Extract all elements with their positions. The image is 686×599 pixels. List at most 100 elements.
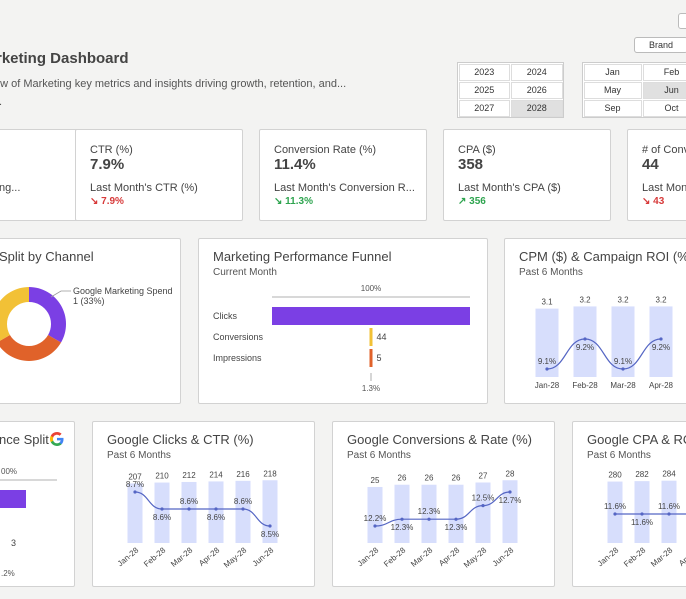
chart-bar[interactable] [535, 308, 559, 377]
chart-bar[interactable] [262, 480, 278, 543]
chart-bar[interactable] [448, 484, 464, 543]
kpi-value: 11.4% [274, 156, 316, 173]
year-option[interactable]: 2025 [458, 81, 510, 99]
year-option[interactable]: 2026 [511, 81, 563, 99]
kpi-label: CPA ($) [458, 144, 496, 156]
top-right-button[interactable] [678, 13, 686, 29]
funnel-bar[interactable] [369, 349, 373, 367]
chart-bar[interactable] [649, 306, 673, 377]
chart-line [546, 338, 662, 370]
line-point[interactable] [667, 512, 671, 516]
chart-bar[interactable] [661, 480, 677, 543]
chart-bar[interactable] [502, 480, 518, 543]
x-tick-label: Feb-28 [382, 545, 408, 569]
line-point[interactable] [427, 517, 431, 521]
brand-button[interactable]: Brand [634, 37, 686, 53]
line-point[interactable] [268, 524, 272, 528]
page-subtitle-tail: t. [0, 96, 2, 108]
chart-bar[interactable] [235, 480, 251, 543]
funnel-bar[interactable] [369, 328, 373, 346]
chart-bar[interactable] [367, 486, 383, 543]
x-tick-label: Mar-28 [409, 545, 435, 569]
kpi-card-ctr: CTR (%) 7.9% Last Month's CTR (%) ↘ 7.9% [75, 129, 243, 221]
donut-slice[interactable] [29, 287, 66, 343]
x-tick-label: Feb-28 [622, 545, 648, 569]
month-option[interactable]: Jun [642, 81, 686, 99]
page-subtitle: ew of Marketing key metrics and insights… [0, 78, 347, 90]
year-option[interactable]: 2024 [511, 63, 563, 81]
line-value-label: 8.6% [234, 497, 252, 506]
google-clicks-chart: 207 Jan-28 210 Feb-28 212 Mar-28 214 Apr-28 216 M… [116, 469, 279, 569]
funnel-bar[interactable] [272, 307, 470, 325]
donut-slice[interactable] [0, 335, 62, 361]
kpi-last-label: ng... [0, 182, 21, 194]
line-point[interactable] [481, 504, 485, 508]
funnel-category-label: Clicks [213, 311, 237, 321]
line-point[interactable] [241, 507, 245, 511]
line-point[interactable] [508, 490, 512, 494]
chart-bar[interactable] [607, 481, 623, 543]
chart-bar[interactable] [573, 306, 597, 377]
kpi-card-conversion-rate: Conversion Rate (%) 11.4% Last Month's C… [259, 129, 427, 221]
funnel-top-label: 100% [361, 284, 381, 293]
line-point[interactable] [400, 517, 404, 521]
line-point[interactable] [659, 337, 663, 341]
kpi-change: ↘ 43 [642, 196, 665, 207]
chart-bar[interactable] [181, 481, 197, 543]
line-point[interactable] [621, 367, 625, 371]
chart-bar[interactable] [475, 482, 491, 543]
google-conversions-card: Google Conversions & Rate (%) Past 6 Mon… [332, 421, 555, 587]
x-tick-label: Feb-28 [572, 381, 598, 390]
kpi-change: ↘ 7.9% [90, 196, 124, 207]
bar-value-label: 212 [182, 471, 196, 480]
chart-bar[interactable] [154, 482, 170, 543]
bar-value-label: 218 [263, 469, 277, 478]
line-point[interactable] [545, 367, 549, 371]
line-point[interactable] [187, 507, 191, 511]
bar-value-label: 3.2 [655, 295, 667, 304]
chart-bar[interactable] [127, 483, 143, 543]
month-option[interactable]: May [583, 81, 642, 99]
line-value-label: 8.5% [261, 530, 279, 539]
card-subtitle: Past 6 Months [519, 267, 583, 278]
split-top-label: 00% [1, 467, 17, 476]
year-option[interactable]: 2028 [511, 99, 563, 117]
line-value-label: 11.6% [604, 502, 626, 511]
google-cpa-chart: 280 Jan-28 282 Feb-28 284 Mar-28 Apr-28 11.6% 11… [596, 470, 686, 569]
chart-bar[interactable] [394, 484, 410, 543]
chart-bar[interactable] [421, 484, 437, 543]
month-option[interactable]: Sep [583, 99, 642, 117]
x-tick-label: Apr-28 [437, 545, 462, 568]
line-point[interactable] [373, 524, 377, 528]
month-option[interactable]: Feb [642, 63, 686, 81]
line-point[interactable] [214, 507, 218, 511]
page-title: rketing Dashboard [0, 50, 129, 67]
line-point[interactable] [160, 507, 164, 511]
chart-bar[interactable] [208, 481, 224, 543]
split-bar[interactable] [0, 490, 26, 508]
month-option[interactable]: Jan [583, 63, 642, 81]
card-subtitle: Past 6 Months [347, 450, 411, 461]
line-point[interactable] [454, 517, 458, 521]
line-point[interactable] [583, 337, 587, 341]
kpi-change: ↘ 11.3% [274, 196, 313, 207]
bar-value-label: 26 [398, 474, 407, 483]
x-tick-label: Jan-28 [356, 545, 381, 568]
month-option[interactable]: Oct [642, 99, 686, 117]
split-value-label: 3 [11, 538, 16, 548]
line-point[interactable] [133, 490, 137, 494]
year-option[interactable]: 2023 [458, 63, 510, 81]
year-slicer: 2023 2024 2025 2026 2027 2028 [457, 62, 564, 118]
line-point[interactable] [640, 512, 644, 516]
year-option[interactable]: 2027 [458, 99, 510, 117]
kpi-change: ↗ 356 [458, 196, 486, 207]
spend-split-card: Split by Channel Google Marketing Spend 1… [0, 238, 181, 404]
bar-value-label: 216 [236, 470, 250, 479]
chart-bar[interactable] [634, 481, 650, 543]
funnel-bottom-label: 1.3% [362, 384, 380, 393]
line-point[interactable] [613, 512, 617, 516]
chart-bar[interactable] [611, 306, 635, 377]
chart-line [374, 491, 511, 527]
donut-slice[interactable] [0, 287, 29, 343]
line-value-label: 11.6% [658, 502, 680, 511]
